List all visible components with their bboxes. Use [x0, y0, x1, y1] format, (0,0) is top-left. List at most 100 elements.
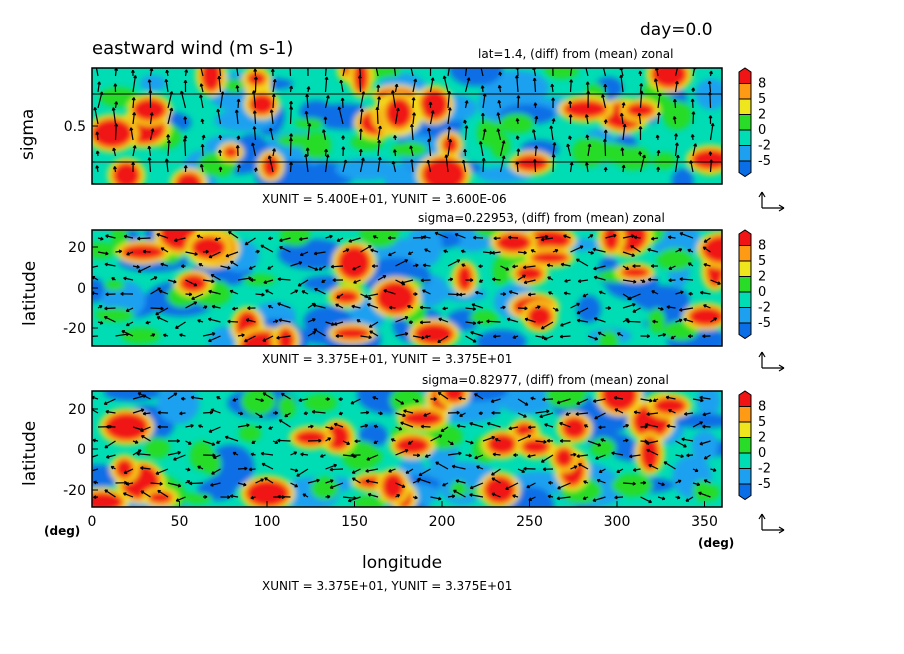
top-vector — [148, 146, 152, 157]
top-vector-head — [463, 149, 466, 153]
bottom-vector — [140, 426, 151, 432]
bottom-vector-head — [318, 438, 322, 442]
top-vector — [132, 97, 135, 109]
top-vector — [342, 68, 346, 77]
top-vector-head — [201, 134, 205, 138]
bottom-vector — [491, 477, 501, 484]
top-vector — [692, 111, 695, 125]
bottom-vector-head — [180, 398, 185, 401]
bottom-vector — [278, 419, 291, 428]
bottom-vector-head — [264, 477, 267, 481]
middle-vector-head — [211, 332, 216, 335]
middle-vector — [383, 289, 396, 295]
bottom-vector-head — [216, 396, 219, 400]
middle-blob — [242, 274, 276, 286]
middle-vector — [626, 320, 641, 323]
bottom-vector-head — [677, 495, 681, 499]
bottom-vector-head — [433, 397, 437, 400]
middle-vector — [104, 316, 116, 323]
top-vector-head — [131, 97, 135, 101]
top-vector-head — [305, 93, 308, 98]
middle-vector-head — [542, 335, 546, 339]
bottom-vector — [418, 468, 431, 476]
colorbar-tick: 5 — [758, 92, 766, 107]
middle-vector-head — [703, 304, 706, 308]
top-vector-head — [413, 78, 417, 82]
bottom-vector-head — [354, 440, 358, 444]
middle-vector-head — [369, 330, 372, 335]
top-vector-head — [236, 135, 240, 139]
middle-vector — [587, 335, 598, 340]
top-vector — [149, 68, 153, 77]
bottom-vector-head — [456, 410, 460, 414]
middle-blob — [531, 252, 569, 264]
bottom-vector-head — [491, 412, 495, 415]
bottom-vector-head — [365, 410, 370, 413]
middle-blob — [103, 280, 126, 291]
bottom-vector — [367, 493, 379, 498]
bottom-vector-head — [403, 410, 407, 414]
colorbar-swatch — [738, 129, 752, 146]
middle-vector — [594, 317, 606, 323]
middle-vector-head — [473, 339, 477, 343]
top-vector-head — [621, 102, 625, 106]
middle-vector — [627, 293, 641, 300]
top-vector — [251, 142, 257, 157]
middle-blob — [527, 230, 571, 250]
top-vector — [165, 158, 169, 173]
bottom-vector-head — [280, 393, 284, 397]
bottom-vector — [556, 496, 571, 500]
bottom-vector-head — [365, 480, 369, 484]
top-vector-head — [710, 123, 714, 127]
top-vector-head — [690, 134, 694, 138]
bottom-vector-head — [469, 494, 473, 497]
middle-vector-head — [598, 291, 602, 295]
bottom-vector-head — [232, 399, 236, 402]
bottom-vector — [366, 454, 379, 461]
top-vector-head — [642, 154, 645, 158]
bottom-vector-head — [524, 414, 527, 418]
bottom-vector-head — [348, 500, 352, 503]
bottom-vector — [614, 496, 624, 499]
top-vector-head — [200, 118, 203, 123]
colorbar-swatch — [738, 390, 752, 407]
top-vector — [377, 125, 382, 141]
bottom-vector — [544, 423, 554, 428]
middle-vector-head — [668, 279, 672, 283]
bottom-blob — [353, 495, 385, 507]
bottom-vector-head — [598, 442, 602, 446]
top-vector — [497, 128, 502, 141]
chart-title: eastward wind (m s-1) — [92, 38, 294, 59]
middle-vector-head — [577, 280, 582, 284]
reference-arrow-head — [758, 513, 763, 520]
middle-vector-head — [211, 305, 215, 309]
middle-vector-head — [160, 247, 164, 251]
bottom-ytick: 0 — [77, 442, 86, 458]
top-vector — [132, 112, 135, 125]
middle-vector-head — [123, 235, 127, 239]
bottom-vector-head — [329, 469, 333, 472]
middle-vector — [592, 248, 606, 253]
bottom-vector-head — [417, 478, 421, 482]
bottom-vector — [167, 451, 181, 456]
bottom-vector-head — [142, 413, 147, 416]
bottom-vector — [329, 482, 344, 489]
top-vector — [322, 129, 327, 141]
middle-vector — [702, 246, 711, 253]
top-vector-head — [448, 138, 451, 143]
top-vector-head — [639, 83, 642, 87]
middle-vector-head — [103, 316, 107, 320]
bottom-vector-head — [178, 483, 182, 487]
bottom-blob — [325, 424, 350, 450]
bottom-vector-head — [458, 397, 462, 401]
middle-blob — [414, 323, 454, 345]
top-vector-head — [478, 59, 479, 62]
bottom-vector-head — [625, 438, 629, 441]
bottom-vector — [208, 426, 221, 433]
top-blob — [662, 100, 692, 130]
top-vector-head — [235, 85, 238, 89]
top-vector — [237, 99, 240, 109]
bottom-vector-head — [300, 453, 304, 457]
bottom-vector-head — [649, 398, 653, 402]
bottom-vector-head — [400, 422, 404, 426]
